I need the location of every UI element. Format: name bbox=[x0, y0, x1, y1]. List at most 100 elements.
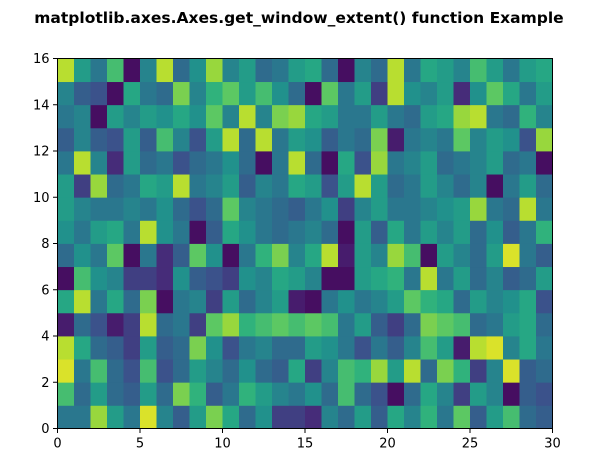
heatmap-cell bbox=[288, 405, 306, 429]
heatmap-cell bbox=[206, 151, 223, 175]
heatmap-cell bbox=[453, 220, 471, 244]
heatmap-cell bbox=[321, 336, 339, 360]
heatmap-cell bbox=[107, 405, 124, 429]
heatmap-cell bbox=[272, 104, 289, 129]
heatmap-cell bbox=[453, 405, 471, 429]
heatmap-cell bbox=[206, 243, 223, 268]
heatmap-cell bbox=[255, 104, 273, 129]
heatmap-cell bbox=[420, 58, 438, 83]
heatmap-cell bbox=[470, 289, 487, 314]
heatmap-cell bbox=[354, 243, 372, 268]
heatmap-cell bbox=[288, 382, 306, 406]
heatmap-cell bbox=[503, 243, 520, 268]
heatmap-cell bbox=[503, 174, 520, 198]
heatmap-cell bbox=[288, 243, 306, 268]
heatmap-cell bbox=[305, 127, 322, 152]
heatmap-cell bbox=[107, 312, 124, 337]
heatmap-cell bbox=[338, 104, 355, 129]
heatmap-cell bbox=[486, 405, 504, 429]
heatmap-cell bbox=[354, 289, 372, 314]
heatmap-cell bbox=[123, 151, 141, 175]
heatmap-cell bbox=[255, 289, 273, 314]
heatmap-cell bbox=[354, 197, 372, 221]
heatmap-cell bbox=[57, 359, 75, 383]
heatmap-cell bbox=[503, 336, 520, 360]
heatmap-cell bbox=[437, 104, 454, 129]
heatmap-cell bbox=[453, 289, 471, 314]
heatmap-cell bbox=[57, 243, 75, 268]
heatmap-cell bbox=[57, 312, 75, 337]
heatmap-cell bbox=[74, 359, 91, 383]
heatmap-cell bbox=[305, 312, 322, 337]
heatmap-cell bbox=[519, 220, 537, 244]
heatmap-cell bbox=[189, 289, 207, 314]
heatmap-cell bbox=[156, 174, 174, 198]
heatmap-cell bbox=[173, 58, 190, 83]
heatmap-cell bbox=[189, 382, 207, 406]
heatmap-cell bbox=[288, 58, 306, 83]
heatmap-cell bbox=[387, 382, 405, 406]
heatmap-cell bbox=[420, 312, 438, 337]
heatmap-cell bbox=[107, 220, 124, 244]
heatmap-cell bbox=[57, 127, 75, 152]
heatmap-cell bbox=[107, 127, 124, 152]
heatmap-cell bbox=[57, 174, 75, 198]
heatmap-cell bbox=[354, 58, 372, 83]
heatmap-cell bbox=[354, 151, 372, 175]
heatmap-cell bbox=[536, 81, 553, 106]
heatmap-cell bbox=[239, 104, 256, 129]
heatmap-cell bbox=[173, 197, 190, 221]
heatmap-cell bbox=[519, 174, 537, 198]
heatmap-cell bbox=[173, 220, 190, 244]
heatmap-cell bbox=[338, 220, 355, 244]
heatmap-cell bbox=[74, 174, 91, 198]
heatmap-cell bbox=[486, 312, 504, 337]
heatmap-cell bbox=[74, 220, 91, 244]
heatmap-cell bbox=[173, 104, 190, 129]
heatmap-cell bbox=[486, 359, 504, 383]
heatmap-cell bbox=[371, 197, 388, 221]
heatmap-cell bbox=[272, 58, 289, 83]
heatmap-cell bbox=[239, 197, 256, 221]
heatmap-cell bbox=[107, 151, 124, 175]
heatmap-cell bbox=[338, 151, 355, 175]
heatmap-cell bbox=[239, 127, 256, 152]
heatmap-cell bbox=[255, 243, 273, 268]
heatmap-cell bbox=[437, 81, 454, 106]
heatmap-cell bbox=[519, 266, 537, 291]
heatmap-cell bbox=[239, 336, 256, 360]
heatmap-cell bbox=[354, 81, 372, 106]
heatmap-cell bbox=[420, 104, 438, 129]
heatmap-cell bbox=[222, 289, 240, 314]
heatmap-cell bbox=[387, 174, 405, 198]
heatmap-cell bbox=[519, 58, 537, 83]
heatmap-cell bbox=[371, 127, 388, 152]
heatmap-cell bbox=[173, 312, 190, 337]
heatmap-cell bbox=[519, 382, 537, 406]
heatmap-cell bbox=[272, 220, 289, 244]
heatmap-cell bbox=[107, 336, 124, 360]
heatmap-cell bbox=[387, 81, 405, 106]
heatmap-cell bbox=[420, 220, 438, 244]
heatmap-cell bbox=[140, 104, 157, 129]
heatmap-cell bbox=[222, 220, 240, 244]
heatmap-cell bbox=[189, 197, 207, 221]
heatmap-cell bbox=[437, 359, 454, 383]
heatmap-cell bbox=[305, 405, 322, 429]
heatmap-cell bbox=[173, 289, 190, 314]
heatmap-cell bbox=[338, 81, 355, 106]
heatmap-cell bbox=[74, 197, 91, 221]
heatmap-cell bbox=[420, 359, 438, 383]
heatmap-cell bbox=[57, 405, 75, 429]
heatmap-cell bbox=[173, 405, 190, 429]
heatmap-cell bbox=[536, 266, 553, 291]
heatmap-cell bbox=[107, 289, 124, 314]
heatmap-cell bbox=[404, 312, 421, 337]
heatmap-cell bbox=[470, 243, 487, 268]
heatmap-cell bbox=[123, 312, 141, 337]
x-tick-label: 0 bbox=[53, 437, 61, 452]
heatmap-cell bbox=[371, 382, 388, 406]
heatmap-cell bbox=[321, 382, 339, 406]
heatmap-cell bbox=[272, 382, 289, 406]
heatmap-cell bbox=[156, 289, 174, 314]
